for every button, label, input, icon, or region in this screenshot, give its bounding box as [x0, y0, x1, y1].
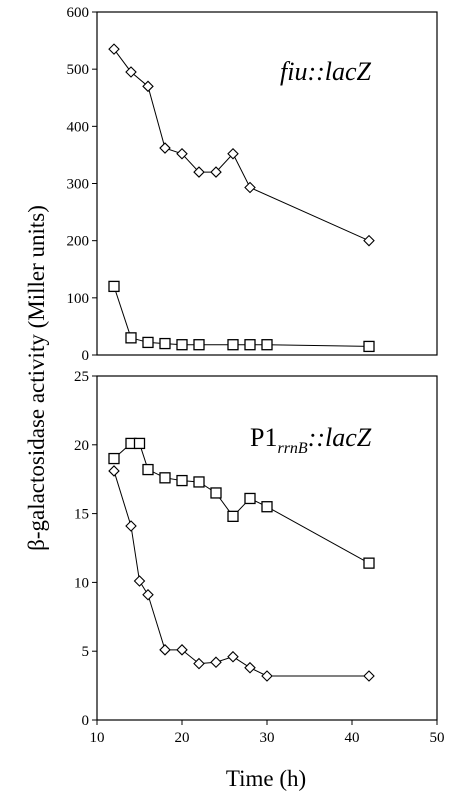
data-point-diamond: [363, 234, 375, 247]
panel-label: fiu::lacZ: [280, 57, 372, 86]
y-tick-label: 300: [67, 177, 90, 193]
data-point-square: [125, 332, 137, 344]
y-tick-label: 200: [67, 234, 90, 250]
data-point-diamond: [244, 181, 256, 194]
x-tick-label: 40: [345, 730, 360, 746]
x-tick-label: 20: [175, 730, 190, 746]
data-point-square: [142, 336, 154, 349]
data-point-diamond: [108, 43, 120, 55]
data-point-diamond: [125, 66, 137, 78]
y-tick-label: 400: [67, 119, 90, 135]
panel-label-main: fiu::lacZ: [280, 57, 372, 86]
data-point-diamond: [244, 661, 256, 674]
x-axis-title: Time (h): [226, 766, 306, 791]
data-point-square: [244, 492, 256, 505]
data-point-square: [363, 557, 375, 569]
data-point-diamond: [210, 656, 222, 668]
data-point-diamond: [176, 644, 188, 656]
panel-label-prefix: P1: [250, 423, 277, 452]
data-point-square: [244, 339, 256, 351]
series-line-diamond: [113, 48, 370, 242]
data-point-square: [108, 280, 120, 293]
y-tick-label: 500: [67, 62, 90, 78]
data-point-square: [159, 472, 171, 484]
data-point-diamond: [193, 166, 205, 178]
y-tick-label: 5: [82, 644, 90, 660]
data-point-diamond: [133, 575, 146, 587]
data-point-square: [193, 339, 205, 351]
data-point-square: [133, 437, 146, 450]
x-tick-label: 30: [260, 730, 275, 746]
y-tick-label: 10: [74, 575, 89, 591]
data-point-square: [142, 463, 154, 476]
y-tick-label: 25: [74, 369, 89, 385]
series-line-square: [113, 442, 370, 564]
data-point-diamond: [159, 644, 171, 656]
panel-label: P1rrnB::lacZ: [250, 423, 372, 457]
data-point-diamond: [227, 650, 239, 663]
data-point-diamond: [142, 80, 154, 93]
panel-label-subscript: rrnB: [277, 440, 307, 457]
data-point-diamond: [193, 657, 205, 670]
data-point-square: [108, 452, 120, 465]
series-line-diamond: [113, 470, 369, 677]
data-point-diamond: [176, 147, 188, 160]
panels: 0100200300400500600fiu::lacZ051015202510…: [67, 5, 445, 746]
data-point-square: [261, 339, 273, 351]
y-axis-title: β-galactosidase activity (Miller units): [24, 205, 49, 551]
series-line-square: [113, 286, 370, 347]
data-point-diamond: [159, 142, 171, 154]
data-point-square: [176, 474, 188, 487]
y-tick-label: 100: [67, 291, 90, 307]
y-tick-label: 20: [74, 438, 89, 454]
data-point-square: [227, 510, 239, 523]
data-point-diamond: [227, 147, 239, 160]
y-tick-label: 15: [74, 507, 89, 523]
y-tick-label: 0: [82, 713, 90, 729]
data-point-diamond: [142, 589, 154, 601]
x-tick-label: 10: [90, 730, 105, 746]
data-point-square: [210, 487, 222, 499]
data-point-square: [261, 501, 273, 513]
data-point-square: [193, 476, 205, 488]
data-point-diamond: [363, 670, 375, 682]
data-point-diamond: [125, 520, 137, 532]
data-point-square: [227, 339, 239, 351]
y-tick-label: 600: [67, 5, 90, 21]
plot-frame: [96, 11, 438, 356]
data-point-diamond: [261, 670, 273, 682]
data-point-square: [159, 337, 171, 350]
data-point-diamond: [108, 465, 120, 477]
data-point-square: [363, 340, 375, 353]
panel-label-main: ::lacZ: [308, 423, 372, 452]
x-tick-label: 50: [430, 730, 445, 746]
y-tick-label: 0: [82, 348, 90, 364]
data-point-square: [176, 339, 188, 351]
data-point-diamond: [210, 166, 222, 178]
